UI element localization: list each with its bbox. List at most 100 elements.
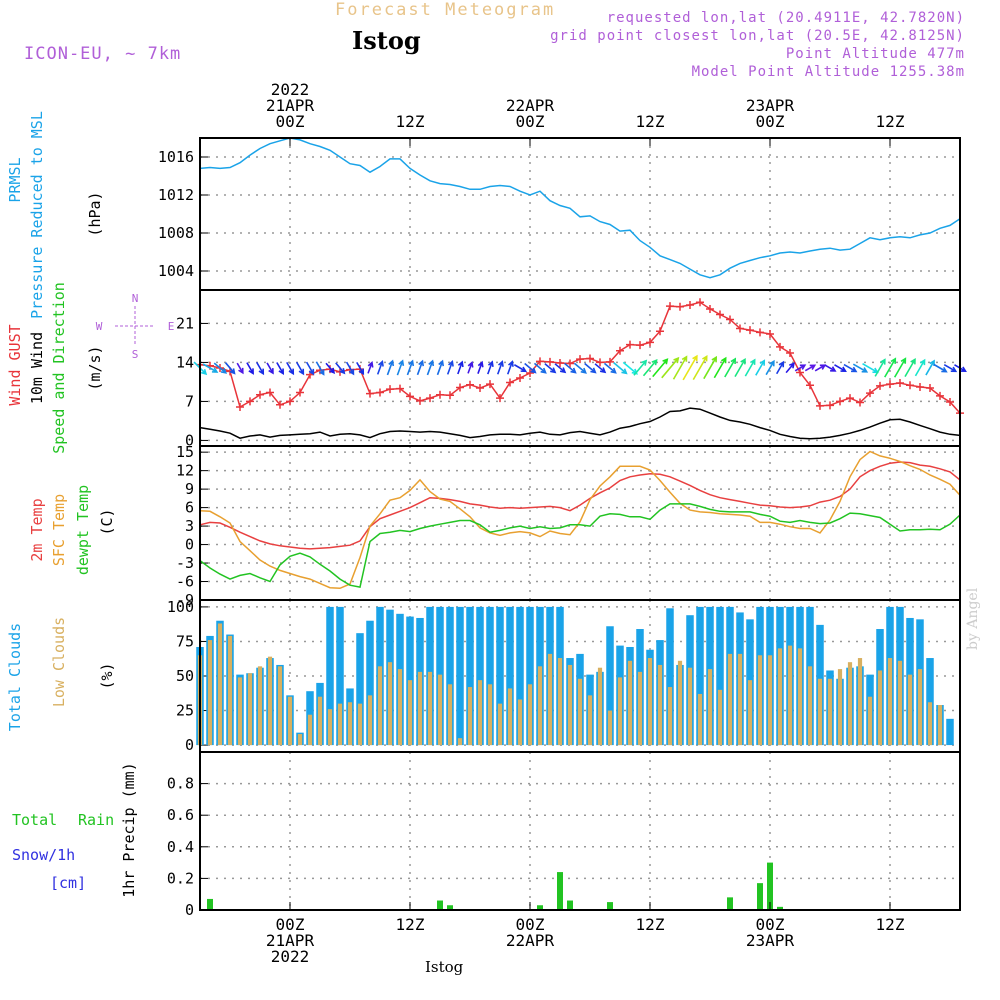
low-clouds-bar-55 [747, 680, 753, 746]
pressure-line [199, 137, 961, 279]
low-clouds-bar-7 [267, 656, 273, 746]
temp-label-sfc: SFC Temp [50, 494, 68, 566]
gust-marker-45 [646, 338, 654, 347]
gust-marker-49 [686, 301, 694, 310]
gust-marker-28 [476, 384, 484, 393]
gust-marker-34 [536, 357, 544, 366]
compass-n: N [132, 292, 139, 305]
gust-marker-21 [406, 392, 414, 401]
chart-title: Forecast Meteogram [335, 0, 556, 20]
gust-marker-69 [886, 380, 894, 389]
bottom-time-label-1-0: 12Z [396, 915, 425, 934]
wind-unit: (m/s) [86, 345, 104, 390]
gust-marker-68 [876, 381, 884, 390]
top-time-label-2-0: 22APR [506, 96, 555, 115]
gust-marker-6 [256, 390, 264, 399]
gust-marker-48 [676, 302, 684, 311]
low-clouds-bar-47 [667, 687, 673, 746]
low-clouds-bar-40 [597, 667, 603, 746]
wind-arrow-23 [426, 359, 435, 376]
gust-marker-65 [846, 394, 854, 403]
temp-ytick-label-2: -3 [176, 554, 194, 572]
gust-marker-62 [816, 401, 824, 410]
low-clouds-bar-35 [547, 653, 553, 746]
gust-marker-19 [386, 385, 394, 394]
wind-arrow-9 [286, 361, 295, 376]
top-time-label-1-0: 12Z [396, 112, 425, 131]
gust-marker-35 [546, 357, 554, 366]
wind-arrow-13 [325, 362, 336, 375]
temp-ytick-label-7: 12 [176, 462, 194, 480]
gust-marker-40 [596, 358, 604, 367]
gust-marker-55 [746, 326, 754, 335]
wind-arrow-68 [874, 358, 886, 377]
gust-marker-67 [866, 389, 874, 398]
gust-marker-17 [366, 389, 374, 398]
low-clouds-bar-1 [207, 640, 213, 746]
wind-arrow-59 [785, 362, 795, 374]
low-clouds-bar-61 [807, 666, 813, 746]
compass-w: W [96, 320, 103, 333]
gust-marker-4 [236, 403, 244, 411]
low-clouds-bar-44 [637, 671, 643, 746]
wind-arrow-72 [914, 358, 926, 377]
low-clouds-bar-42 [617, 677, 623, 746]
low-clouds-bar-34 [537, 666, 543, 746]
gust-marker-41 [606, 357, 614, 366]
bottom-time-label-0-1: 21APR [266, 931, 315, 950]
gust-marker-22 [416, 396, 424, 405]
low-clouds-bar-65 [847, 662, 853, 746]
precip-label-cm: [cm] [50, 874, 86, 892]
wind-arrow-71 [904, 357, 916, 378]
total-clouds-bar-41 [606, 626, 614, 746]
compass-e: E [168, 320, 175, 333]
low-clouds-bar-66 [857, 658, 863, 746]
wind-arrow-29 [487, 360, 494, 375]
low-clouds-bar-3 [227, 635, 233, 746]
low-clouds-bar-45 [647, 658, 653, 746]
pressure-label-msl: Pressure Reduced to MSL [28, 111, 46, 319]
gust-marker-20 [396, 384, 404, 393]
rain-bar-41 [607, 902, 613, 910]
wind-arrow-17 [367, 361, 374, 374]
gust-marker-29 [486, 380, 494, 389]
wind-arrow-75 [943, 363, 958, 373]
low-clouds-bar-8 [277, 666, 283, 746]
gust-marker-53 [726, 315, 734, 324]
temp-ytick-label-8: 15 [176, 443, 194, 461]
sfctemp-line [199, 450, 961, 590]
gust-marker-70 [896, 379, 904, 388]
low-clouds-bar-64 [837, 669, 843, 746]
gust-marker-71 [906, 381, 914, 390]
rain-bar-25 [447, 905, 453, 910]
low-clouds-bar-11 [307, 714, 313, 746]
low-clouds-bar-50 [697, 693, 703, 746]
low-clouds-bar-15 [347, 702, 353, 746]
gust-marker-51 [706, 304, 714, 313]
gust-marker-57 [766, 330, 774, 339]
temp-ytick-label-1: -6 [176, 573, 194, 591]
pressure-label-prmsl: PRMSL [6, 157, 24, 202]
low-clouds-bar-67 [867, 696, 873, 746]
wind-arrow-1 [202, 363, 219, 373]
wind-line [199, 407, 961, 440]
wind-arrow-60 [794, 364, 807, 372]
gust-marker-25 [446, 391, 454, 400]
gust-marker-23 [426, 394, 434, 403]
wind-arrow-55 [744, 358, 756, 377]
wind-arrow-65 [843, 363, 858, 373]
wind-arrow-43 [622, 361, 638, 375]
wind-arrow-37 [564, 362, 577, 374]
gust-marker-59 [786, 348, 794, 357]
wind-arrow-8 [276, 362, 285, 375]
low-clouds-bar-59 [787, 645, 793, 746]
gust-marker-58 [776, 342, 784, 351]
low-clouds-bar-30 [497, 703, 503, 746]
gust-marker-52 [716, 310, 724, 319]
wind-arrow-47 [661, 356, 680, 379]
low-clouds-bar-31 [507, 688, 513, 746]
gust-marker-72 [916, 382, 924, 391]
precip-frame [199, 751, 961, 911]
low-clouds-bar-38 [577, 678, 583, 746]
